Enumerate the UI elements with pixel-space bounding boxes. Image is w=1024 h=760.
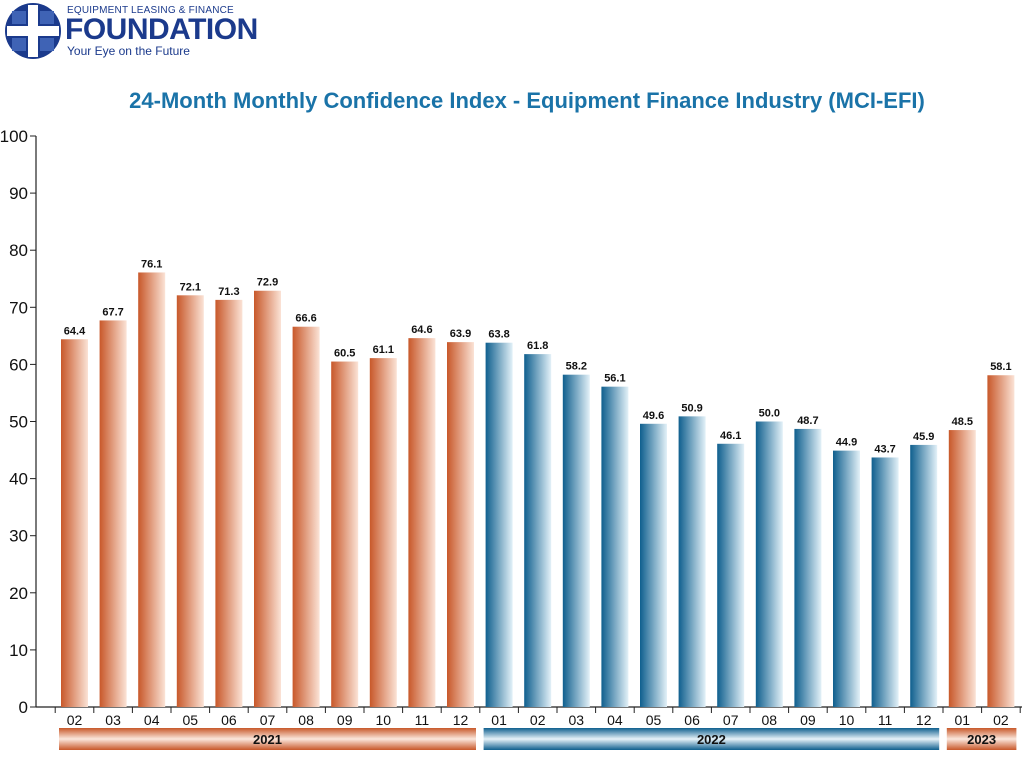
bar — [524, 354, 552, 707]
year-band — [59, 728, 476, 750]
bar — [678, 416, 706, 707]
x-tick-label: 12 — [916, 712, 932, 728]
y-tick-label: 0 — [19, 698, 28, 717]
bar — [948, 430, 976, 707]
bar — [176, 295, 204, 707]
x-tick-label: 08 — [762, 712, 778, 728]
data-label: 76.1 — [141, 258, 162, 270]
data-label: 58.1 — [990, 361, 1011, 373]
x-tick-label: 10 — [839, 712, 855, 728]
bar — [833, 450, 860, 707]
bar — [562, 374, 590, 707]
bar — [138, 272, 166, 707]
data-label: 43.7 — [874, 443, 895, 455]
logo-name: FOUNDATION — [65, 13, 258, 46]
year-band — [483, 728, 940, 750]
x-tick-label: 06 — [221, 712, 237, 728]
y-tick-label: 20 — [9, 584, 28, 603]
data-label: 67.7 — [102, 306, 123, 318]
bar — [485, 342, 513, 707]
x-tick-label: 01 — [955, 712, 971, 728]
x-tick-label: 09 — [337, 712, 353, 728]
data-label: 61.8 — [527, 340, 548, 352]
data-label: 58.2 — [566, 361, 587, 373]
x-tick-label: 02 — [67, 712, 83, 728]
x-tick-label: 02 — [993, 712, 1009, 728]
y-tick-label: 10 — [9, 641, 28, 660]
y-tick-label: 50 — [9, 413, 28, 432]
x-tick-label: 11 — [878, 712, 893, 728]
year-band — [946, 728, 1017, 750]
x-tick-label: 07 — [723, 712, 739, 728]
bar — [369, 358, 397, 707]
data-label: 63.8 — [488, 329, 509, 341]
data-label: 46.1 — [720, 430, 741, 442]
year-label: 2022 — [697, 732, 726, 747]
data-label: 72.1 — [180, 281, 201, 293]
chart-title: 24-Month Monthly Confidence Index - Equi… — [129, 88, 925, 113]
bar — [794, 428, 822, 707]
bar — [331, 361, 359, 707]
bar — [640, 423, 667, 707]
y-tick-label: 40 — [9, 470, 28, 489]
x-tick-label: 10 — [376, 712, 392, 728]
x-tick-label: 02 — [530, 712, 546, 728]
x-tick-label: 03 — [105, 712, 121, 728]
y-tick-label: 70 — [9, 298, 28, 317]
data-label: 72.9 — [257, 277, 278, 289]
data-label: 50.9 — [681, 402, 702, 414]
year-label: 2023 — [967, 732, 996, 747]
bar — [61, 339, 88, 707]
data-label: 63.9 — [450, 328, 471, 340]
y-tick-label: 60 — [9, 355, 28, 374]
x-tick-label: 04 — [144, 712, 160, 728]
data-label: 48.7 — [797, 415, 818, 427]
bar — [215, 299, 243, 707]
y-tick-label: 80 — [9, 241, 28, 260]
y-tick-label: 100 — [0, 127, 28, 146]
x-tick-label: 09 — [800, 712, 816, 728]
logo-top-line: EQUIPMENT LEASING & FINANCE — [67, 5, 234, 16]
x-tick-label: 05 — [183, 712, 199, 728]
bar — [254, 290, 281, 707]
data-label: 71.3 — [218, 286, 239, 298]
bar — [99, 320, 127, 707]
foundation-logo: EQUIPMENT LEASING & FINANCE FOUNDATION Y… — [4, 2, 274, 60]
y-tick-label: 30 — [9, 527, 28, 546]
data-label: 61.1 — [373, 344, 394, 356]
x-tick-label: 11 — [415, 712, 430, 728]
bar — [717, 443, 745, 707]
data-label: 64.4 — [64, 325, 86, 337]
bar — [408, 338, 436, 707]
globe-icon — [5, 3, 61, 59]
x-tick-label: 07 — [260, 712, 276, 728]
bar — [910, 444, 938, 707]
data-label: 45.9 — [913, 431, 934, 443]
bar — [871, 457, 899, 707]
x-tick-label: 05 — [646, 712, 662, 728]
y-tick-label: 90 — [9, 184, 28, 203]
data-label: 50.0 — [759, 408, 780, 420]
bar — [601, 386, 629, 707]
data-label: 44.9 — [836, 437, 857, 449]
bar — [987, 375, 1015, 707]
x-tick-label: 01 — [491, 712, 507, 728]
data-label: 60.5 — [334, 348, 355, 360]
x-tick-label: 06 — [684, 712, 700, 728]
data-label: 66.6 — [295, 313, 316, 325]
x-tick-label: 04 — [607, 712, 623, 728]
bar — [447, 342, 474, 707]
data-label: 56.1 — [604, 373, 625, 385]
data-label: 64.6 — [411, 324, 432, 336]
year-label: 2021 — [253, 732, 282, 747]
x-tick-label: 03 — [569, 712, 585, 728]
bar — [755, 421, 783, 707]
data-label: 48.5 — [952, 416, 973, 428]
data-label: 49.6 — [643, 410, 664, 422]
x-tick-label: 12 — [453, 712, 469, 728]
logo-tagline: Your Eye on the Future — [67, 44, 190, 58]
x-tick-label: 08 — [298, 712, 314, 728]
bar — [292, 326, 320, 707]
